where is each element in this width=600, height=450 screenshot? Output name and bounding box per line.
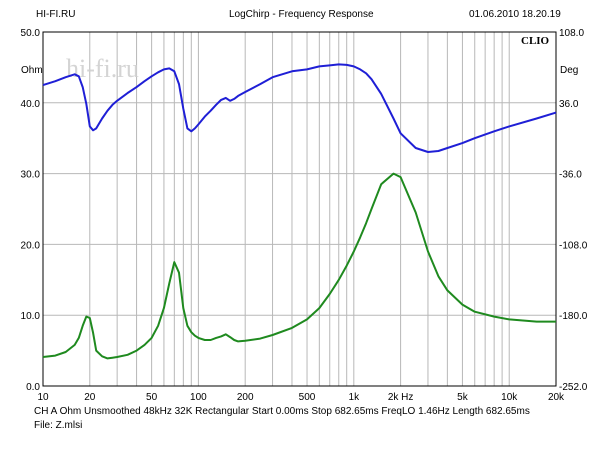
left-tick-label: 0.0 (26, 382, 40, 393)
right-tick-label: -36.0 (559, 170, 582, 181)
header-left: HI-FI.RU (36, 9, 76, 20)
left-axis-unit: Ohm (21, 65, 43, 76)
right-tick-label: 108.0 (559, 28, 584, 39)
x-tick-label: 500 (299, 392, 316, 403)
right-axis-unit: Deg (560, 65, 578, 76)
header-timestamp: 01.06.2010 18.20.19 (469, 9, 561, 20)
x-tick-label: 10k (501, 392, 518, 403)
clio-logo: CLIO (521, 35, 550, 47)
x-tick-label: 2k Hz (388, 392, 414, 403)
x-tick-label: 1k (349, 392, 361, 403)
watermark: hi-fi.ru (66, 54, 139, 83)
green-series-line (42, 172, 556, 360)
x-tick-label: 20 (84, 392, 96, 403)
right-tick-label: 36.0 (559, 99, 579, 110)
measurement-settings: CH A Ohm Unsmoothed 48kHz 32K Rectangula… (34, 406, 530, 417)
x-tick-label: 50 (146, 392, 158, 403)
x-tick-label: 10 (37, 392, 49, 403)
left-tick-label: 20.0 (21, 240, 41, 251)
chart-grid (43, 32, 556, 386)
x-tick-label: 100 (190, 392, 207, 403)
file-name: File: Z.mlsi (34, 420, 83, 431)
right-tick-label: -108.0 (559, 240, 588, 251)
left-tick-label: 40.0 (21, 99, 41, 110)
left-tick-label: 30.0 (21, 170, 41, 181)
right-tick-label: -180.0 (559, 311, 588, 322)
left-tick-label: 10.0 (21, 311, 41, 322)
right-tick-label: -252.0 (559, 382, 588, 393)
x-tick-label: 5k (457, 392, 469, 403)
header-title: LogChirp - Frequency Response (229, 9, 374, 20)
x-tick-label: 20k (548, 392, 565, 403)
plot-frame (42, 31, 557, 387)
x-tick-label: 200 (237, 392, 254, 403)
left-tick-label: 50.0 (21, 28, 41, 39)
blue-series-line (42, 63, 557, 153)
